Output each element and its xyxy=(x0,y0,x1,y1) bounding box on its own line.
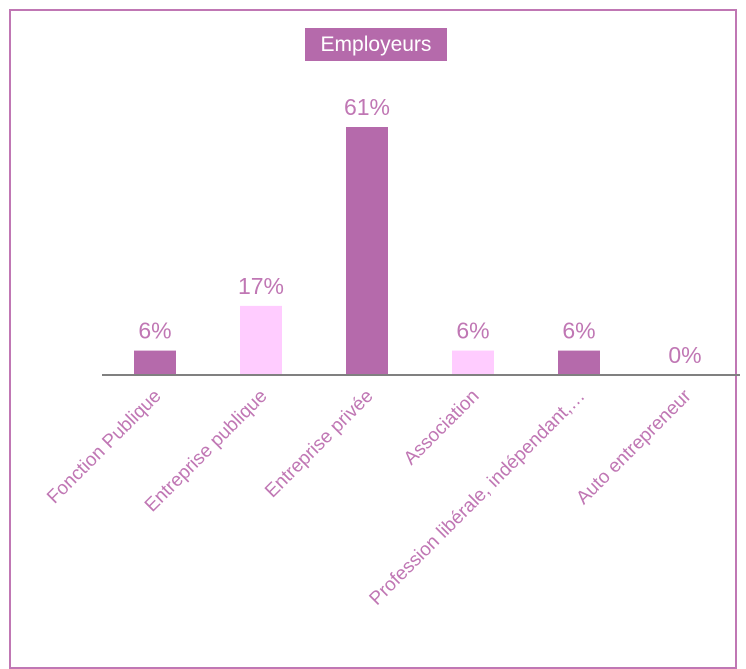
category-label: Fonction Publique xyxy=(43,386,165,508)
category-label: Entreprise privée xyxy=(261,386,377,502)
chart-title: Employeurs xyxy=(320,33,432,56)
bar xyxy=(558,350,600,375)
bar xyxy=(452,350,494,375)
category-label: Association xyxy=(400,386,484,470)
data-label: 6% xyxy=(138,318,171,344)
data-label: 6% xyxy=(456,318,489,344)
chart-title-box: Employeurs xyxy=(305,28,447,61)
data-label: 17% xyxy=(238,273,284,299)
data-label: 61% xyxy=(344,94,390,120)
data-label: 6% xyxy=(562,318,595,344)
data-label: 0% xyxy=(668,342,701,368)
bar xyxy=(346,127,388,375)
category-label: Auto entrepreneur xyxy=(572,385,696,509)
category-label: Profession libérale, indépendant,… xyxy=(366,386,590,610)
bar xyxy=(240,305,282,375)
bar xyxy=(134,350,176,375)
